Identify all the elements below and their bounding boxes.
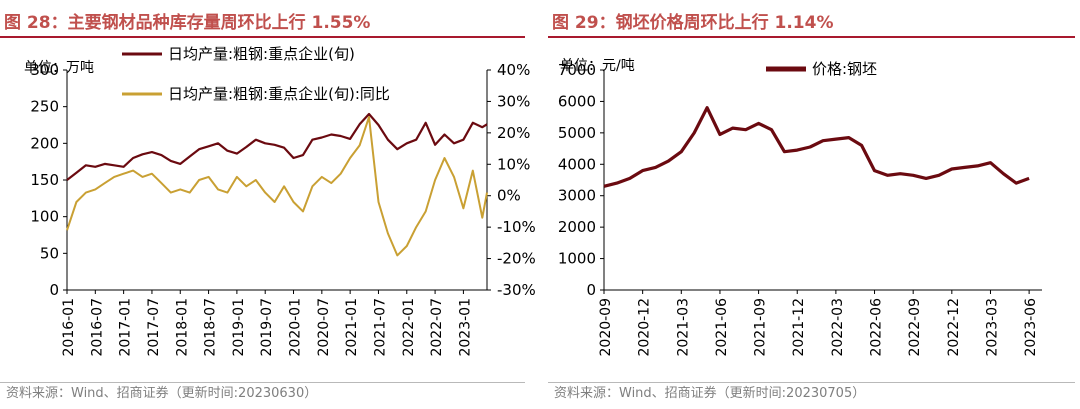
x-tick-label: 2016-01 xyxy=(61,298,77,357)
y-tick-label: 7000 xyxy=(558,61,596,79)
y-right-tick-label: 40% xyxy=(497,61,530,79)
figure-28-title: 图 28：主要钢材品种库存量周环比上行 1.55% xyxy=(4,13,371,33)
x-tick-label: 2022-12 xyxy=(946,298,962,357)
x-tick-label: 2021-07 xyxy=(372,298,388,357)
y-tick-label: 200 xyxy=(30,134,59,152)
y-tick-label: 4000 xyxy=(558,155,596,173)
y-right-tick-label: -20% xyxy=(497,250,536,268)
x-tick-label: 2018-07 xyxy=(203,298,219,357)
legend-label-1: 日均产量:粗钢:重点企业(旬) xyxy=(168,45,355,63)
x-tick-label: 2022-01 xyxy=(401,298,417,357)
x-tick-label: 2021-03 xyxy=(675,298,691,357)
y-tick-label: 0 xyxy=(49,281,59,299)
x-tick-label: 2016-07 xyxy=(89,298,105,357)
y-tick-label: 0 xyxy=(586,281,596,299)
y-tick-label: 50 xyxy=(40,244,59,262)
series-line-2 xyxy=(66,116,488,257)
x-tick-label: 2022-07 xyxy=(429,298,445,357)
legend-label-1: 价格:钢坯 xyxy=(812,60,877,78)
y-tick-label: 1000 xyxy=(558,250,596,268)
series-line-1 xyxy=(66,112,488,181)
x-tick-label: 2023-01 xyxy=(457,298,473,357)
y-tick-label: 100 xyxy=(30,208,59,226)
figure-29-title: 图 29：钢坯价格周环比上行 1.14% xyxy=(552,13,834,33)
unit-label: 单位：元/吨 xyxy=(560,58,635,74)
x-tick-label: 2021-06 xyxy=(714,298,730,357)
x-tick-label: 2022-03 xyxy=(830,298,846,357)
x-tick-label: 2023-06 xyxy=(1023,298,1039,357)
y-tick-label: 300 xyxy=(30,61,59,79)
inventory-line-chart: 0 50 100 150 200 250 300 -30% -20% -10% 0% 10% 20% 30… xyxy=(24,45,536,357)
x-tick-label: 2019-01 xyxy=(231,298,247,357)
x-tick-label: 2021-12 xyxy=(791,298,807,357)
y-tick-label: 5000 xyxy=(558,124,596,142)
x-tick-label: 2022-09 xyxy=(907,298,923,357)
y-tick-label: 150 xyxy=(30,171,59,189)
y-right-tick-label: 30% xyxy=(497,92,530,110)
unit-label: 单位：万吨 xyxy=(24,60,94,76)
x-tick-label: 2020-09 xyxy=(598,298,614,357)
source-rule xyxy=(0,382,525,383)
x-tick-label: 2018-01 xyxy=(174,298,190,357)
title-rule xyxy=(548,36,1075,38)
y-tick-label: 250 xyxy=(30,98,59,116)
y-right-tick-label: 0% xyxy=(497,187,521,205)
y-tick-label: 6000 xyxy=(558,92,596,110)
y-right-tick-label: 20% xyxy=(497,124,530,142)
billet-price-line-chart: 0 1000 2000 3000 4000 5000 6000 7000 2020-09 2020… xyxy=(558,58,1042,357)
y-right-tick-label: -10% xyxy=(497,218,536,236)
x-tick-label: 2021-01 xyxy=(344,298,360,357)
right-panel: 图 29：钢坯价格周环比上行 1.14% 0 1000 2000 3000 4000 50… xyxy=(548,0,1080,409)
x-tick-label: 2021-09 xyxy=(753,298,769,357)
series-line-1 xyxy=(603,106,1030,188)
title-rule xyxy=(0,36,525,38)
legend-label-2: 日均产量:粗钢:重点企业(旬):同比 xyxy=(168,85,390,103)
x-tick-label: 2022-06 xyxy=(869,298,885,357)
source-rule xyxy=(548,382,1075,383)
y-tick-label: 2000 xyxy=(558,218,596,236)
x-tick-label: 2019-07 xyxy=(259,298,275,357)
x-tick-label: 2017-01 xyxy=(118,298,134,357)
x-tick-label: 2020-01 xyxy=(288,298,304,357)
x-tick-label: 2020-12 xyxy=(637,298,653,357)
y-tick-label: 3000 xyxy=(558,187,596,205)
x-tick-label: 2017-07 xyxy=(146,298,162,357)
y-right-tick-label: 10% xyxy=(497,155,530,173)
y-right-tick-label: -30% xyxy=(497,281,536,299)
source-note: 资料来源：Wind、招商证券（更新时间:20230705） xyxy=(554,386,866,401)
source-note: 资料来源：Wind、招商证券（更新时间:20230630） xyxy=(6,386,318,401)
x-tick-label: 2023-03 xyxy=(984,298,1000,357)
left-panel: 图 28：主要钢材品种库存量周环比上行 1.55% 0 50 100 150 200 25… xyxy=(0,0,536,409)
x-tick-label: 2020-07 xyxy=(316,298,332,357)
